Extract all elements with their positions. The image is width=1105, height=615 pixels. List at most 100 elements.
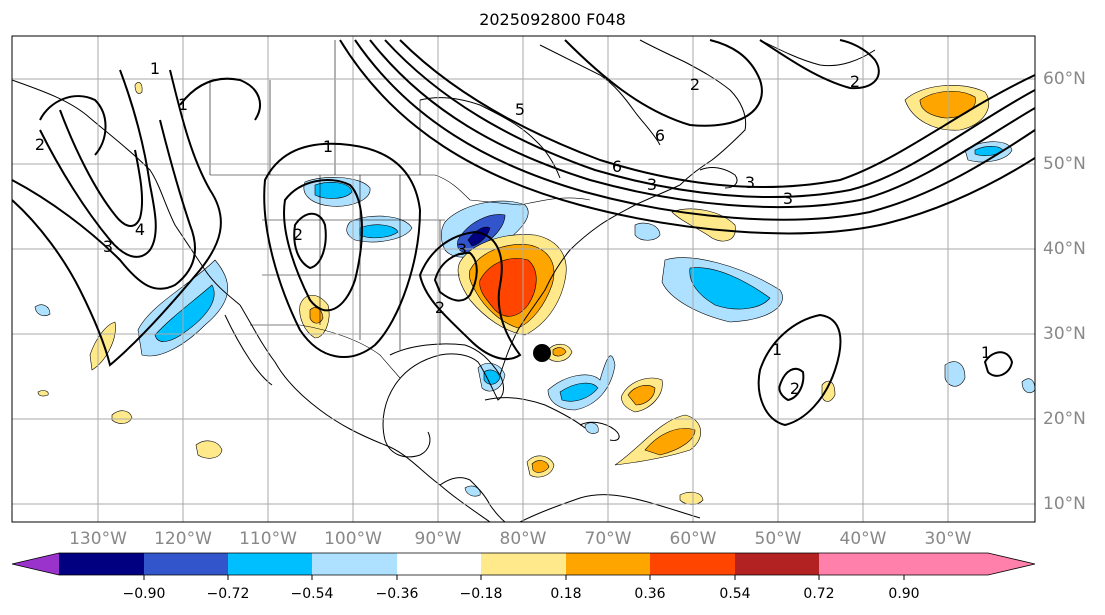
contour-label: 3 (783, 189, 793, 208)
colorbar-tick-label: −0.36 (375, 586, 419, 602)
contour-east-low (983, 351, 1014, 377)
border-us-canada (210, 174, 591, 206)
pos-region-alaska-tiny (134, 82, 143, 94)
lon-label: 120°W (154, 529, 212, 549)
colorbar-tick-label: −0.90 (122, 586, 166, 602)
contour-west-trough-3 (39, 69, 157, 258)
contour-label: 6 (612, 157, 622, 176)
contour-label: 4 (135, 220, 145, 239)
coastline-baja (224, 314, 273, 386)
contour-jet-1 (399, 39, 1035, 189)
map-frame (11, 35, 1036, 523)
colorbar-tick-label: 0.54 (719, 586, 751, 602)
storm-center-marker (533, 344, 551, 362)
contour-atlantic-low-1 (757, 313, 842, 427)
anomaly-shading (34, 82, 1035, 505)
neg-region-bahamas (547, 355, 616, 411)
colorbar-bin (144, 553, 228, 575)
contour-east-trough-2 (433, 251, 478, 302)
pos-region-caribbean-south-core (531, 460, 550, 473)
pos-region-mid-atlantic-core (479, 258, 537, 317)
neg-region-pacific-tiny (34, 304, 51, 317)
colorbar-tick-label: 0.90 (888, 586, 920, 602)
lon-label: 100°W (324, 529, 382, 549)
contour-alaska-1 (39, 95, 107, 156)
contour-label: 2 (790, 379, 800, 398)
contour-label: 5 (515, 100, 525, 119)
colorbar-outline (11, 552, 1036, 576)
contour-label: 3 (745, 173, 755, 192)
pos-region-bermuda-core (552, 347, 567, 357)
coastline-greenland (759, 39, 876, 67)
lat-label: 20°N (1043, 409, 1086, 429)
contour-central-trough-2 (283, 179, 363, 312)
contour-label: 2 (35, 135, 45, 154)
lat-label: 10°N (1043, 494, 1086, 514)
colorbar-bin (481, 553, 566, 575)
contour-west-trough-2 (12, 119, 196, 290)
contour-label: 2 (850, 72, 860, 91)
coastline-alaska-bc (12, 79, 241, 306)
colorbar-bin (735, 553, 819, 575)
coastline-west-mexico (239, 304, 491, 522)
colorbar-bin (228, 553, 312, 575)
lon-label: 90°W (414, 529, 462, 549)
colorbar-tick-label: −0.72 (206, 586, 250, 602)
border-us-mexico (250, 324, 401, 379)
map-title: 2025092800 F048 (479, 10, 626, 29)
neg-region-bahamas-core (559, 382, 599, 402)
colorbar (11, 552, 1036, 580)
contour-label: 6 (655, 126, 665, 145)
lon-label: 50°W (754, 529, 802, 549)
coastline-gulf (382, 343, 504, 458)
colorbar-bin (650, 553, 735, 575)
contour-jet-2 (384, 39, 1035, 199)
colorbar-extend-low (12, 553, 59, 575)
pos-region-east-caribbean-core (644, 428, 696, 456)
colorbar-bin (312, 553, 397, 575)
neg-region-plains-core (359, 224, 399, 239)
pos-region-mid-atlantic-east (821, 380, 836, 402)
lat-label: 60°N (1043, 69, 1086, 89)
contour-label: 1 (178, 95, 188, 114)
coastline-hispaniola (579, 421, 620, 441)
contour-label: 1 (981, 343, 991, 362)
pos-region-venezuela (679, 491, 704, 505)
lat-label: 40°N (1043, 239, 1086, 259)
neg-region-rockies-core (314, 182, 353, 199)
colorbar-bin (566, 553, 650, 575)
contour-west-trough-4 (59, 109, 144, 227)
lat-label: 30°N (1043, 324, 1086, 344)
contour-label: 1 (150, 59, 160, 78)
colorbar-bin (819, 553, 904, 575)
contour-canada-1 (179, 77, 261, 121)
pos-region-pacific-south (195, 440, 223, 459)
contour-central-trough-3 (293, 212, 327, 270)
contour-label: 2 (690, 75, 700, 94)
contour-label: 3 (457, 240, 467, 259)
coastline-east-us (499, 184, 681, 376)
contour-label: 3 (103, 237, 113, 256)
neg-region-caribbean (584, 422, 599, 434)
contour-label: 2 (435, 298, 445, 317)
contour-jet-5 (339, 39, 1035, 235)
lat-label: 50°N (1043, 154, 1086, 174)
neg-region-azores (634, 222, 661, 241)
lon-label: 60°W (669, 529, 717, 549)
colorbar-bin (59, 553, 144, 575)
colorbar-tick-label: 0.36 (634, 586, 666, 602)
coastline-arctic-islands (539, 44, 661, 146)
coastline-cuba (484, 397, 586, 429)
border-canada-provinces (269, 40, 421, 175)
contour-east-trough-1 (418, 230, 522, 360)
colorbar-tick-label: −0.54 (290, 586, 334, 602)
contour-label: 1 (323, 137, 333, 156)
colorbar-tick-label: 0.72 (803, 586, 835, 602)
lon-label: 110°W (239, 529, 297, 549)
contour-label: 3 (647, 175, 657, 194)
contour-lines (12, 39, 1035, 427)
contour-jet-3 (369, 39, 1035, 209)
neg-region-central-am (464, 485, 481, 497)
contour-jet-7 (759, 39, 880, 90)
